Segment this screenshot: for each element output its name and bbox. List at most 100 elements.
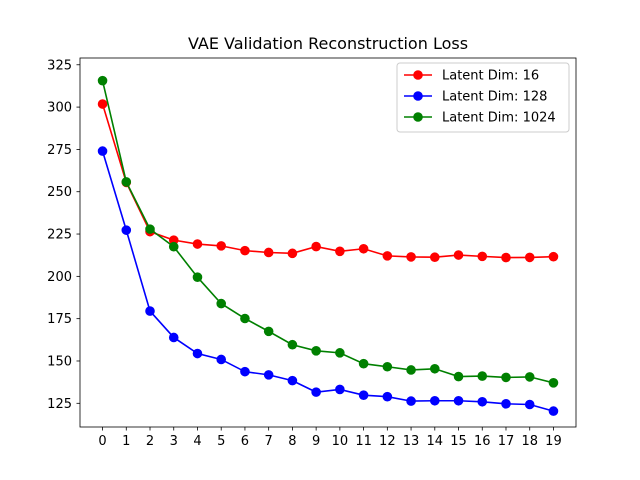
data-point xyxy=(382,391,393,402)
x-tick-label: 19 xyxy=(545,434,562,449)
legend-label: Latent Dim: 128 xyxy=(442,90,547,105)
data-point xyxy=(145,224,155,234)
y-tick-label: 125 xyxy=(47,397,72,412)
data-point xyxy=(429,395,440,406)
y-tick-label: 225 xyxy=(47,228,72,243)
data-point xyxy=(548,406,559,416)
x-tick-label: 4 xyxy=(193,434,201,449)
plot-axes: 0 1 2 3 4 5 6 7 8 9 10 11 12 13 14 15 16 17 18 191251501752… xyxy=(47,57,577,449)
data-point xyxy=(548,251,559,262)
data-point xyxy=(240,245,250,256)
x-tick-label: 2 xyxy=(146,434,154,449)
series-2 xyxy=(97,146,559,416)
x-tick-label: 3 xyxy=(170,434,178,449)
x-tick-label: 11 xyxy=(355,434,372,449)
data-point xyxy=(501,372,511,383)
data-point xyxy=(453,250,464,260)
x-tick-label: 10 xyxy=(332,434,349,449)
x-tick-label: 17 xyxy=(498,434,515,449)
legend-box xyxy=(396,62,570,133)
data-point xyxy=(263,370,274,380)
data-point xyxy=(501,399,511,409)
data-point xyxy=(477,251,488,262)
y-tick-label: 250 xyxy=(47,185,72,200)
chart-title: VAE Validation Reconstruction Loss xyxy=(188,34,468,53)
data-point xyxy=(263,247,274,258)
data-point xyxy=(311,346,321,356)
data-point xyxy=(335,348,345,358)
legend-item: Latent Dim: 128 xyxy=(404,90,547,105)
plot-frame xyxy=(79,57,577,428)
x-tick-label: 5 xyxy=(217,434,225,449)
data-point xyxy=(192,272,203,282)
x-tick-label: 16 xyxy=(474,434,491,449)
data-point xyxy=(548,378,559,388)
legend-label: Latent Dim: 1024 xyxy=(442,111,556,126)
legend-item: Latent Dim: 1024 xyxy=(404,111,556,126)
x-tick-label: 8 xyxy=(288,434,296,449)
data-point xyxy=(216,241,227,251)
series-3 xyxy=(97,75,559,388)
data-point xyxy=(192,239,203,249)
data-point xyxy=(382,361,393,372)
legend-item: Latent Dim: 16 xyxy=(404,69,539,84)
y-tick-label: 200 xyxy=(47,270,72,285)
data-point xyxy=(263,326,274,337)
data-point xyxy=(382,251,393,261)
legend-marker xyxy=(413,112,423,122)
legend-label: Latent Dim: 16 xyxy=(442,69,539,84)
data-point xyxy=(240,313,250,324)
data-point xyxy=(524,399,535,410)
legend: Latent Dim: 16 Latent Dim: 128 Latent Dim:… xyxy=(396,62,570,133)
data-point xyxy=(477,396,488,407)
data-point xyxy=(145,306,155,316)
data-point xyxy=(358,243,369,254)
data-point xyxy=(97,99,108,109)
x-tick-label: 15 xyxy=(450,434,467,449)
data-point xyxy=(216,298,227,309)
data-point xyxy=(311,387,321,397)
data-point xyxy=(406,252,416,262)
data-point xyxy=(429,252,440,263)
legend-marker xyxy=(413,91,423,101)
data-point xyxy=(406,365,416,375)
data-point xyxy=(311,241,321,252)
x-tick-label: 6 xyxy=(241,434,249,449)
data-point xyxy=(192,348,203,359)
data-point xyxy=(287,339,298,350)
data-point xyxy=(477,371,488,381)
data-point xyxy=(524,252,535,263)
data-point xyxy=(406,396,416,406)
data-point xyxy=(97,75,108,86)
data-point xyxy=(97,146,108,156)
data-point xyxy=(358,390,369,400)
y-tick-label: 325 xyxy=(47,58,72,73)
legend-marker xyxy=(413,70,423,80)
x-tick-label: 18 xyxy=(521,434,538,449)
y-tick-label: 300 xyxy=(47,101,72,116)
data-point xyxy=(121,225,132,235)
x-tick-label: 1 xyxy=(122,434,130,449)
data-point xyxy=(358,358,369,369)
x-tick-label: 9 xyxy=(312,434,320,449)
data-point xyxy=(453,371,464,382)
data-point xyxy=(168,241,179,252)
data-point xyxy=(287,248,298,259)
x-tick-label: 12 xyxy=(379,434,396,449)
x-tick-label: 0 xyxy=(98,434,106,449)
data-point xyxy=(121,177,132,187)
data-point xyxy=(287,375,298,386)
data-point xyxy=(335,384,345,395)
series-layer xyxy=(97,75,559,416)
y-tick-label: 150 xyxy=(47,354,72,369)
data-point xyxy=(335,246,345,257)
y-tick-label: 175 xyxy=(47,312,72,327)
x-tick-label: 14 xyxy=(427,434,444,449)
x-tick-label: 13 xyxy=(403,434,420,449)
data-point xyxy=(429,363,440,374)
x-tick-label: 7 xyxy=(265,434,273,449)
data-point xyxy=(453,395,464,406)
data-point xyxy=(216,354,227,365)
